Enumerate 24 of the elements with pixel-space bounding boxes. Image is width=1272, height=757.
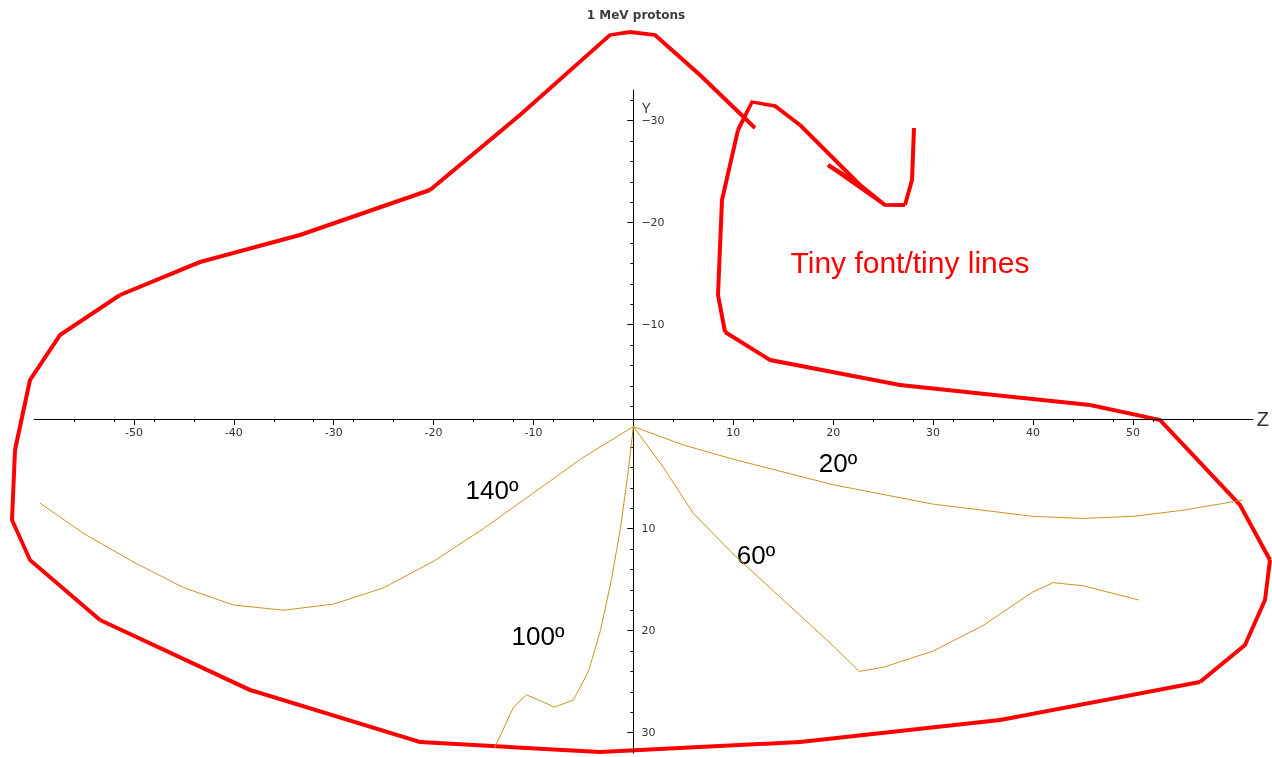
x-tick-label: -40: [224, 425, 243, 439]
x-axis-title: Z: [1256, 407, 1269, 430]
y-tick-label: 30: [641, 726, 656, 740]
chart-title: 1 MeV protons: [586, 8, 686, 22]
y-tick-label: −10: [641, 318, 665, 332]
y-axis-title: Y: [641, 100, 652, 117]
x-tick-label: -50: [124, 425, 143, 439]
y-tick-label: −20: [641, 216, 665, 230]
annotation: 100º: [511, 621, 565, 651]
x-tick-label: 10: [726, 425, 741, 439]
x-tick-label: -10: [524, 425, 543, 439]
x-tick-label: 30: [926, 425, 941, 439]
y-tick-label: −30: [641, 114, 665, 128]
x-tick-label: 20: [826, 425, 841, 439]
annotation: 60º: [736, 540, 776, 570]
y-tick-label: 20: [641, 624, 656, 638]
x-tick-label: -30: [324, 425, 343, 439]
annotation: 20º: [818, 448, 858, 478]
annotation: 140º: [465, 475, 519, 505]
y-tick-label: 10: [641, 522, 656, 536]
x-tick-label: 40: [1026, 425, 1040, 439]
x-tick-label: 50: [1125, 425, 1140, 439]
x-tick-label: -20: [424, 425, 443, 439]
annotation: Tiny font/tiny lines: [790, 245, 1030, 279]
